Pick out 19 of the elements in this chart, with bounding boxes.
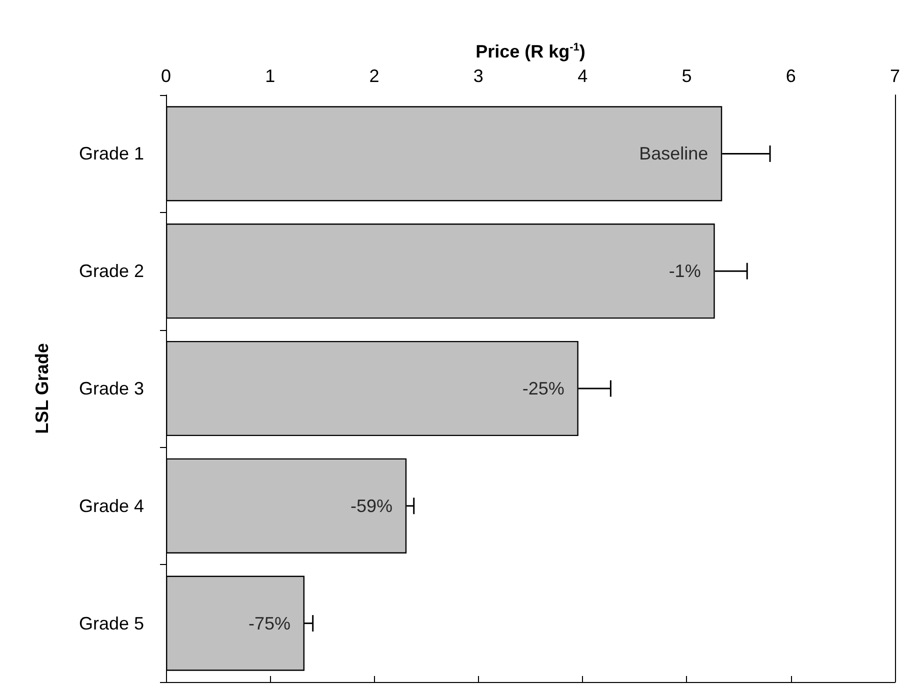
x-tick-label: 7 <box>890 66 900 86</box>
x-tick-label: 3 <box>473 66 484 86</box>
x-tick-label: 4 <box>578 66 588 86</box>
annotation: -1% <box>668 261 701 282</box>
annotation: Baseline <box>639 144 708 164</box>
annotation: -59% <box>350 496 393 516</box>
annotation: -25% <box>522 378 564 398</box>
x-tick-label: 5 <box>682 66 692 86</box>
y-tick-label: Grade 3 <box>78 378 144 398</box>
annotation: -75% <box>248 613 291 634</box>
y-tick-label: Grade 5 <box>78 613 144 634</box>
x-tick-label: 2 <box>369 66 380 86</box>
x-tick-label: 1 <box>265 66 276 86</box>
y-tick-label: Grade 4 <box>78 496 144 516</box>
x-tick-label: 0 <box>160 66 172 86</box>
y-tick-label: Grade 2 <box>78 261 144 282</box>
x-tick-label: 6 <box>786 66 796 86</box>
y-tick-label: Grade 1 <box>78 144 144 164</box>
y-axis-title: LSL Grade <box>32 343 52 434</box>
